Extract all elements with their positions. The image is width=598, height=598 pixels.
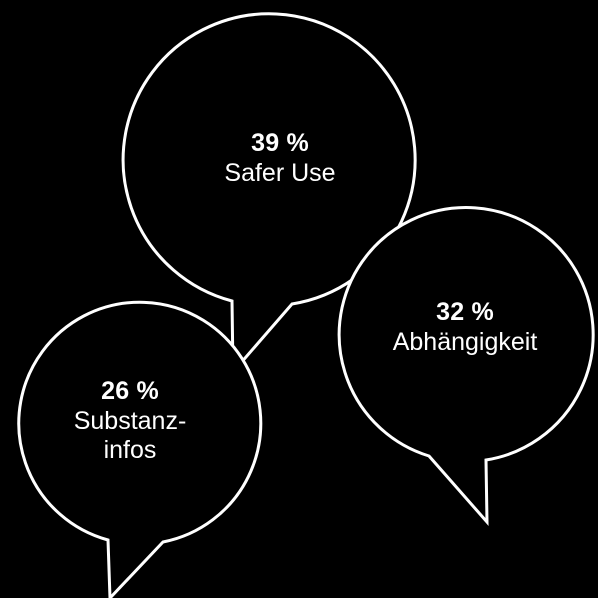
label-abhaengigkeit: Abhängigkeit <box>392 327 538 356</box>
percent-abhaengigkeit: 32 % <box>436 298 494 326</box>
percent-safer-use: 39 % <box>251 129 309 157</box>
label-substanzinfos-line2: infos <box>103 436 157 464</box>
speech-bubble-abhaengigkeit <box>337 206 595 527</box>
percent-substanzinfos: 26 % <box>101 377 159 405</box>
label-safer-use: Safer Use <box>224 158 336 187</box>
bubble-abhaengigkeit-text: 32 % Abhängigkeit <box>325 298 598 357</box>
bubble-substanzinfos-text: 26 % Substanz- infos <box>20 377 240 466</box>
label-substanzinfos-line1: Substanz- <box>73 406 187 435</box>
bubble-safer-use-text: 39 % Safer Use <box>150 129 410 188</box>
speech-bubble-substanzinfos <box>17 300 263 598</box>
